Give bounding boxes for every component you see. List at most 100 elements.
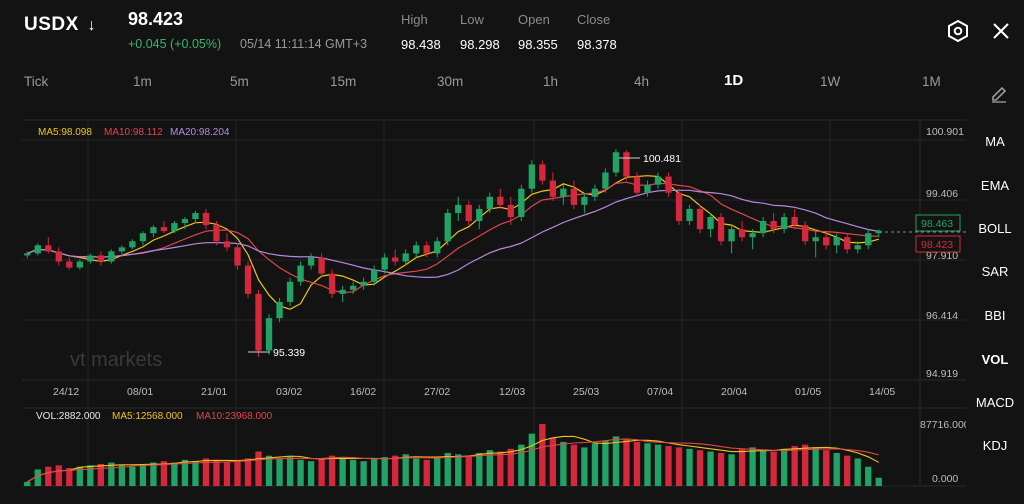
candle-body [286, 281, 294, 302]
candle-body [465, 204, 472, 222]
indicator-macd[interactable]: MACD [975, 395, 1015, 410]
legend-ma10: MA10:98.112 [104, 127, 163, 138]
candle-body [108, 251, 115, 262]
indicator-boll[interactable]: BOLL [978, 221, 1012, 236]
price-chart[interactable]: vt markets MA5:98.098 MA10:98.112 MA20:9… [0, 0, 966, 504]
candle-body [45, 245, 52, 252]
indicator-vol[interactable]: VOL [981, 352, 1009, 367]
candle-body [328, 273, 336, 294]
high-annotation: 100.481 [643, 153, 681, 165]
candle-body [413, 245, 420, 254]
volume-bar [192, 461, 199, 486]
legend-vol-ma10: MA10:23968.000 [196, 411, 273, 422]
settings-hexagon-icon[interactable] [946, 19, 970, 43]
stat-open-label: Open [518, 12, 550, 27]
volume-bar [728, 454, 735, 486]
tf-tick[interactable]: Tick [24, 74, 49, 89]
low-annotation: 95.339 [273, 347, 305, 359]
volume-bar [455, 454, 462, 486]
indicator-bbi[interactable]: BBI [984, 308, 1006, 323]
stat-low-label: Low [460, 12, 484, 27]
indicator-kdj[interactable]: KDJ [982, 438, 1008, 453]
volume-bar [844, 455, 851, 486]
legend-ma5: MA5:98.098 [38, 127, 92, 138]
volume-bar [97, 463, 104, 486]
volume-bar [738, 448, 746, 486]
tf-30m[interactable]: 30m [437, 74, 464, 89]
volume-bar [465, 455, 472, 486]
tf-5m[interactable]: 5m [230, 74, 249, 89]
volume-bar [244, 458, 252, 486]
stat-high-label: High [401, 12, 428, 27]
candle-body [97, 255, 104, 262]
candle-body [150, 227, 157, 234]
stat-open-value: 98.355 [518, 37, 558, 52]
indicator-sar[interactable]: SAR [981, 264, 1009, 279]
symbol-title[interactable]: USDX ↓ [24, 14, 96, 36]
volume-bar [602, 440, 609, 486]
candle-body [223, 241, 231, 248]
volume-bar [612, 436, 620, 486]
candle-body [560, 188, 567, 197]
vol-tick: 87716.000 [920, 419, 966, 431]
candle-body [160, 227, 168, 232]
candle-body [675, 192, 683, 222]
volume-bar [570, 444, 578, 486]
price-change: +0.045 (+0.05%) [128, 37, 222, 51]
volume-bar [802, 444, 809, 486]
candle-body [255, 293, 262, 351]
tf-15m[interactable]: 15m [330, 74, 357, 89]
y-tick: 96.414 [926, 310, 958, 322]
indicator-ema[interactable]: EMA [980, 178, 1010, 193]
candle-body [717, 216, 725, 242]
tf-1h[interactable]: 1h [543, 74, 559, 89]
volume-bar [476, 452, 483, 486]
volume-bar [434, 457, 441, 486]
legend-ma20: MA20:98.204 [170, 127, 230, 138]
x-tick: 27/02 [424, 386, 450, 398]
volume-bar [791, 446, 798, 486]
candle-body [349, 285, 357, 290]
volume-bar [129, 466, 136, 486]
volume-bar [202, 458, 210, 486]
volume-bar [381, 457, 388, 486]
volume-bar [654, 444, 662, 486]
x-tick: 03/02 [276, 386, 302, 398]
volume-bar [34, 469, 41, 486]
candle-body [802, 225, 809, 242]
candle-body [696, 208, 704, 230]
close-icon[interactable] [990, 20, 1012, 42]
draw-pencil-icon[interactable] [990, 85, 1008, 103]
tf-1w[interactable]: 1W [820, 74, 841, 89]
candle-body [833, 237, 840, 246]
volume-bar [823, 450, 830, 486]
volume-bar [539, 424, 546, 486]
candle-body [66, 261, 73, 268]
indicator-ma[interactable]: MA [985, 134, 1005, 149]
volume-bars [24, 424, 882, 486]
volume-bar [423, 459, 430, 486]
volume-bar [55, 465, 62, 486]
volume-bar [875, 477, 882, 486]
tf-1m[interactable]: 1m [133, 74, 152, 89]
candle-body [55, 251, 62, 262]
volume-bar [696, 450, 704, 486]
volume-bar [297, 459, 304, 486]
volume-bar [549, 437, 557, 486]
tf-1m-month[interactable]: 1M [922, 74, 941, 89]
candle-body [654, 176, 662, 185]
candle-body [539, 164, 546, 181]
candle-body [665, 176, 672, 193]
volume-bar [24, 481, 31, 486]
candle-body [486, 196, 493, 209]
x-tick: 07/04 [647, 386, 673, 398]
volume-bar [360, 461, 367, 486]
stat-close-value: 98.378 [577, 37, 617, 52]
x-tick: 01/05 [795, 386, 821, 398]
tf-1d[interactable]: 1D [724, 72, 744, 89]
volume-bar [255, 451, 262, 486]
price-tag-up [915, 214, 961, 232]
tf-4h[interactable]: 4h [634, 74, 650, 89]
legend-vol: VOL:2882.000 [36, 411, 101, 422]
candle-body [497, 196, 504, 205]
